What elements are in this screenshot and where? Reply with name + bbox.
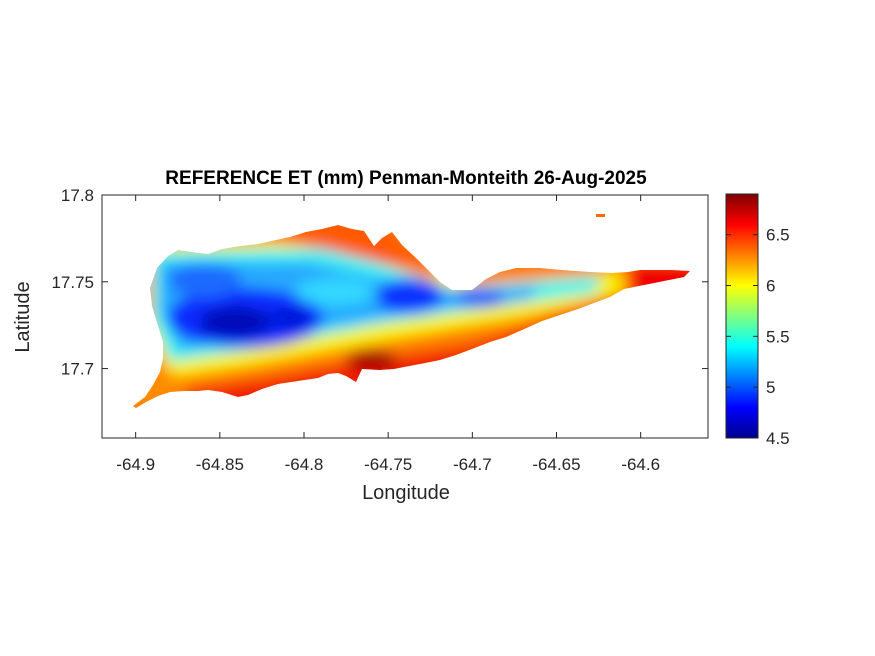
field-blob-darkblue	[199, 306, 271, 338]
x-axis-label: Longitude	[362, 482, 450, 504]
y-tick-label: 17.7	[61, 360, 94, 379]
colorbar-tick-label: 4.5	[766, 429, 790, 448]
colorbar	[725, 193, 759, 439]
colorbar-tick-label: 5.5	[766, 327, 790, 346]
colorbar-tick-label: 5	[766, 378, 775, 397]
x-tick-label: -64.6	[621, 455, 660, 474]
field-blob-blue-eastmid	[454, 289, 506, 307]
field-blob-cyan-mid	[295, 278, 375, 306]
y-tick-label: 17.8	[61, 186, 94, 205]
x-tick-label: -64.65	[532, 455, 580, 474]
field-band-orange-north	[270, 225, 440, 280]
field-blob-blue-east	[376, 278, 444, 314]
y-tick-label: 17.75	[51, 273, 94, 292]
field-blob-darkred	[346, 350, 398, 370]
offshore-cay	[596, 214, 605, 217]
field-blob-blue-north	[169, 262, 241, 298]
colorbar-tick-label: 6	[766, 277, 775, 296]
field-blob-darkblue-2	[268, 307, 312, 329]
x-tick-label: -64.75	[364, 455, 412, 474]
colorbar-tick-label: 6.5	[766, 226, 790, 245]
x-tick-label: -64.85	[196, 455, 244, 474]
x-axis-ticks: -64.9 -64.85 -64.8 -64.75 -64.7 -64.65 -64.6	[116, 195, 660, 474]
x-tick-label: -64.9	[116, 455, 155, 474]
colorbar-ticks: 4.5 5 5.5 6 6.5	[726, 226, 790, 448]
x-tick-label: -64.7	[453, 455, 492, 474]
x-tick-label: -64.8	[285, 455, 324, 474]
plot-title: REFERENCE ET (mm) Penman-Monteith 26-Aug…	[165, 168, 647, 189]
y-axis-ticks: 17.7 17.75 17.8	[51, 186, 708, 379]
y-axis-label: Latitude	[12, 281, 34, 352]
